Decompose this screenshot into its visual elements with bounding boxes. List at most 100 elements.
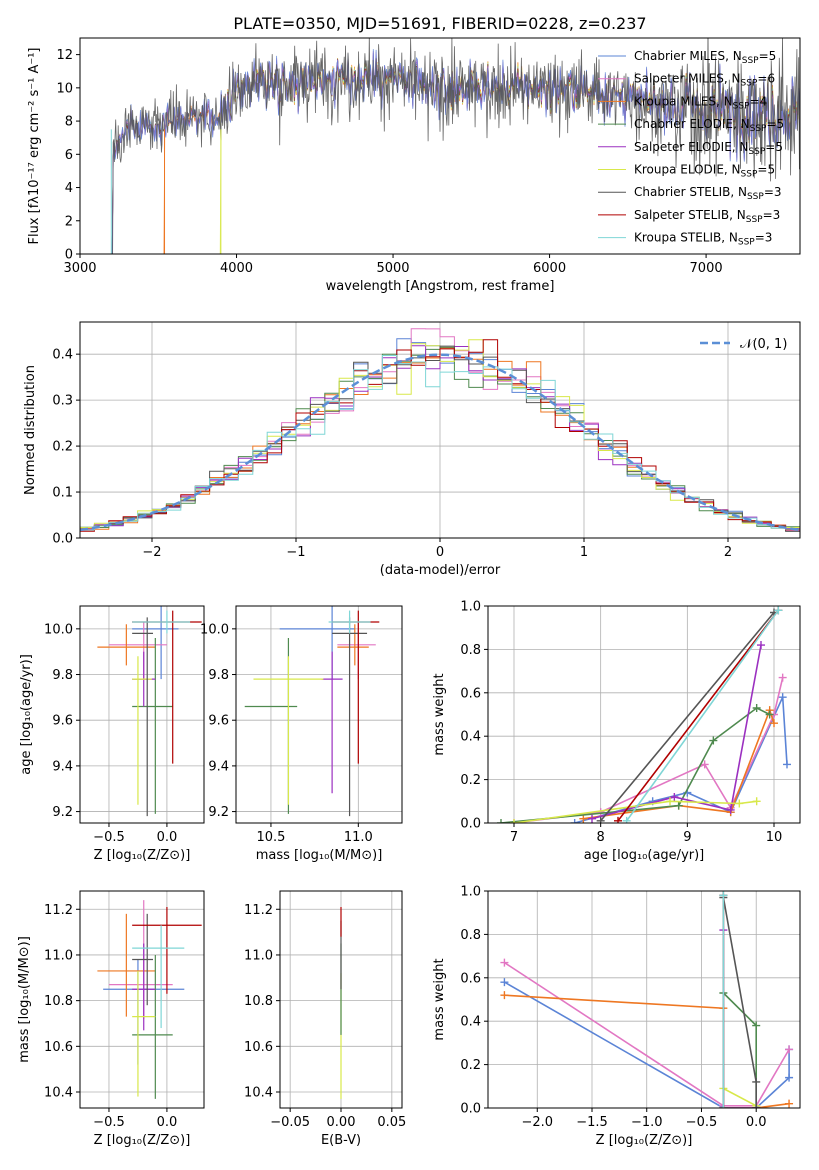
legend-entry: Kroupa STELIB, NSSP=3 [634,231,772,248]
y-tick-label: 10.4 [244,1086,273,1101]
weight-marker [670,792,679,801]
weight-line [626,609,779,822]
y-tick-label: 11.0 [44,948,73,963]
x-tick-label: 0.0 [746,1115,767,1130]
weight-marker [752,797,761,806]
x-tick-label: −2.0 [521,1115,553,1130]
weight-marker [778,693,787,702]
y-tick-label: 10.6 [44,1040,73,1055]
weight-marker [719,891,728,900]
y-tick-label: 10.0 [44,622,73,637]
x-tick-label: −0.5 [93,1115,125,1130]
x-tick-label: 11.0 [344,830,373,845]
y-tick-label: 9.2 [208,805,229,820]
y-tick-label: 0.2 [460,1058,481,1073]
legend-entry: Chabrier ELODIE, NSSP=5 [634,117,784,134]
y-tick-label: 12 [56,48,73,63]
weight-marker [709,736,718,745]
x-tick-label: −2 [142,545,161,560]
y-tick-label: 1.0 [460,600,481,615]
figure-title: PLATE=0350, MJD=51691, FIBERID=0228, z=0… [233,14,646,33]
weight-marker [500,978,509,987]
weight-marker [778,673,787,682]
axes-frame [79,605,205,824]
weight-line [513,800,757,823]
weight-line [722,897,757,1108]
x-tick-label: −0.5 [93,830,125,845]
y-tick-label: 11.0 [244,948,273,963]
x-tick-label: 0.05 [377,1115,406,1130]
y-tick-label: 11.2 [44,903,73,918]
y-tick-label: 0.3 [52,394,73,409]
y-tick-label: 0.2 [460,773,481,788]
panel-mass-vs-extinction: −0.05 0.00 0.05 10.4 10.6 10.8 11.0 11.2 E(B-V) [244,890,406,1148]
weight-marker [785,1099,794,1108]
y-tick-label: 9.8 [208,668,229,683]
weight-marker [765,710,774,719]
y-tick-label: 8 [65,115,73,130]
x-tick-label: 7 [510,830,518,845]
x-axis-label: (data-model)/error [380,563,501,578]
weight-marker [596,816,605,823]
axes-frame [487,605,801,824]
weight-marker [700,760,709,769]
y-tick-label: 11.2 [244,903,273,918]
x-axis-label: Z [log₁₀(Z/Z⊙)] [94,1133,191,1148]
x-tick-label: 9 [683,830,691,845]
y-tick-label: 10.8 [44,994,73,1009]
y-axis-label: mass [log₁₀(M/M⊙)] [17,936,32,1063]
weight-marker [757,641,765,650]
panel-age-vs-mass: 10.5 11.0 9.2 9.4 9.6 9.8 10.0 mass [log₁₀(M/M⊙… [200,605,403,863]
y-tick-label: 0.8 [460,643,481,658]
legend-entry: Salpeter STELIB, NSSP=3 [634,208,780,225]
weight-marker [774,606,783,615]
y-tick-label: 0.6 [460,971,481,986]
weight-marker [579,814,588,823]
x-tick-label: 1 [580,545,588,560]
x-tick-label: −0.5 [686,1115,718,1130]
y-axis-label: mass weight [432,673,447,755]
weight-marker [752,703,761,712]
weight-marker [785,1045,794,1054]
x-tick-label: −1.0 [631,1115,663,1130]
weight-line [504,994,790,1108]
y-tick-label: 9.2 [52,805,73,820]
x-tick-label: 0 [436,545,444,560]
weight-marker [596,808,605,817]
weight-marker [783,760,791,769]
weight-line [722,930,757,1108]
weight-marker [614,816,622,823]
x-tick-label: 10 [766,830,783,845]
weight-marker [666,797,674,806]
axes-frame [487,890,801,1109]
panel-age-vs-metallicity: −0.5 0.0 9.2 9.4 9.6 9.8 10.0 Z [log₁₀(Z/Z⊙)] ag… [19,605,205,863]
y-tick-label: 2 [65,214,73,229]
weight-marker [785,1073,794,1082]
x-axis-label: mass [log₁₀(M/M⊙)] [256,848,383,863]
y-tick-label: 9.4 [208,759,229,774]
y-tick-label: 10.4 [44,1086,73,1101]
y-tick-label: 0 [65,248,73,263]
weight-marker [588,814,596,823]
weight-line [617,609,779,822]
panel-mass-weight-vs-age: 7 8 9 10 0.0 0.2 0.4 0.6 0.8 1.0 age [log₁₀(age/yr… [432,600,801,863]
weight-marker [752,1104,761,1108]
y-tick-label: 0.1 [52,486,73,501]
y-tick-label: 10.8 [244,994,273,1009]
y-tick-label: 10.6 [244,1040,273,1055]
y-axis-label: mass weight [432,958,447,1040]
weight-line [723,1087,757,1107]
x-tick-label: −1 [286,545,305,560]
legend-entry: Kroupa ELODIE, NSSP=5 [634,163,775,180]
x-axis-label: wavelength [Angstrom, rest frame] [326,279,555,294]
x-tick-label: 10.5 [256,830,285,845]
x-tick-label: 8 [597,830,605,845]
legend-entry: Salpeter MILES, NSSP=6 [634,72,775,89]
weight-marker [726,805,735,814]
y-tick-label: 0.4 [460,730,481,745]
axes-frame [79,890,205,1109]
x-tick-label: −0.05 [270,1115,310,1130]
weight-line [591,644,762,820]
y-tick-label: 6 [65,148,73,163]
